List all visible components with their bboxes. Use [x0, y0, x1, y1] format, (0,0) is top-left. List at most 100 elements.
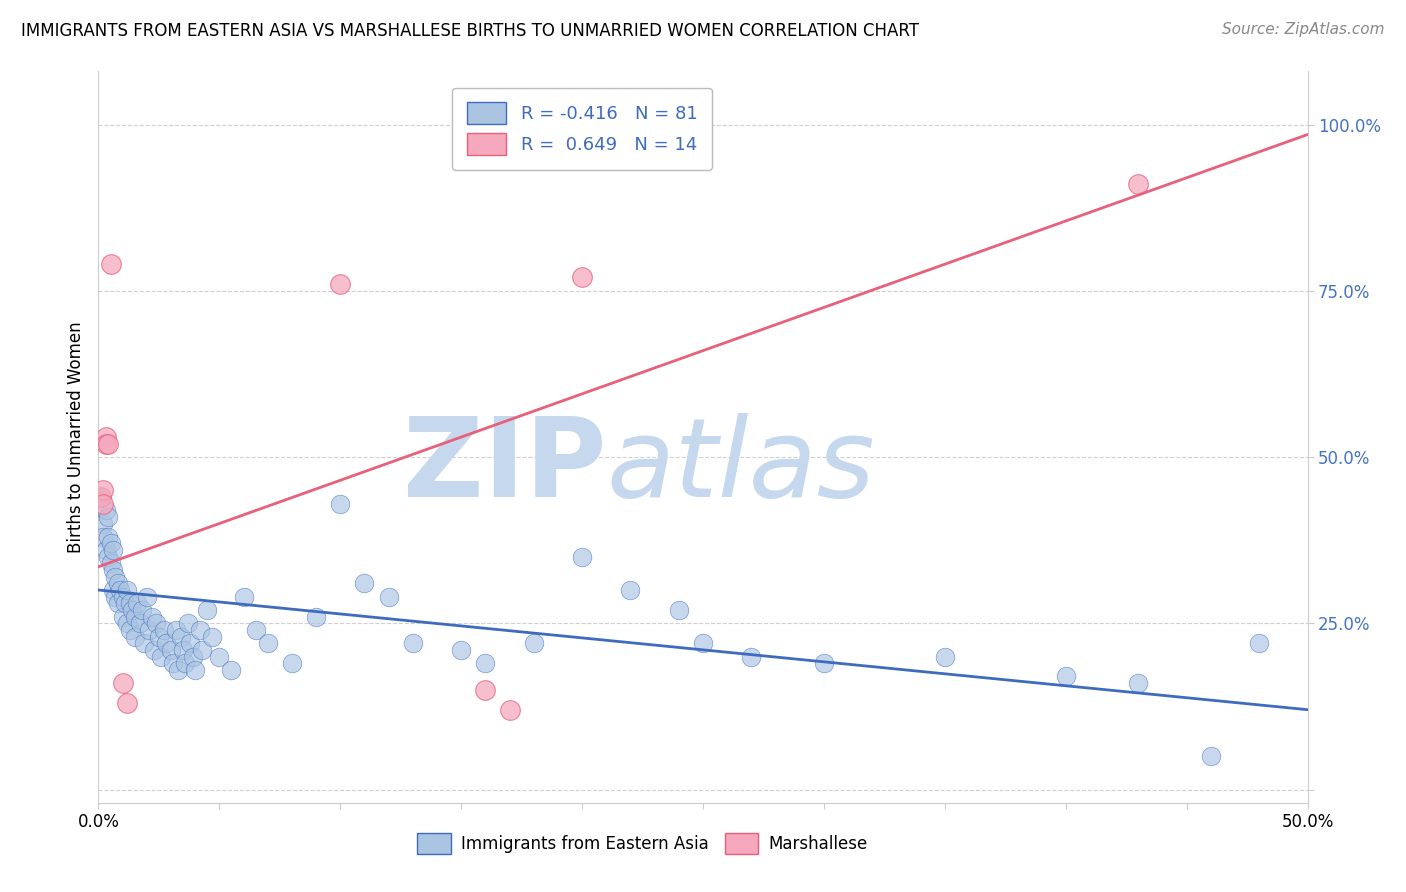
Point [813, 656, 835, 670]
Point [94, 543, 117, 558]
Point [402, 636, 425, 650]
Point [191, 643, 214, 657]
Point [111, 609, 134, 624]
Point [101, 563, 124, 577]
Point [740, 649, 762, 664]
Point [232, 590, 254, 604]
Point [124, 609, 146, 624]
Point [152, 623, 174, 637]
Text: atlas: atlas [606, 413, 875, 520]
Point [91, 530, 114, 544]
Point [668, 603, 690, 617]
Point [181, 649, 204, 664]
Point [523, 636, 546, 650]
Point [256, 636, 278, 650]
Point [162, 656, 184, 670]
Point [100, 257, 122, 271]
Y-axis label: Births to Unmarried Women: Births to Unmarried Women [66, 321, 84, 553]
Point [498, 703, 520, 717]
Point [1249, 636, 1271, 650]
Point [131, 603, 153, 617]
Point [148, 630, 170, 644]
Point [97, 549, 120, 564]
Point [177, 616, 200, 631]
Point [104, 570, 127, 584]
Point [100, 536, 122, 550]
Point [101, 543, 124, 558]
Point [135, 590, 157, 604]
Point [245, 623, 267, 637]
Point [1054, 669, 1077, 683]
Point [329, 497, 352, 511]
Point [195, 603, 218, 617]
Point [329, 277, 352, 292]
Legend: Immigrants from Eastern Asia, Marshallese: Immigrants from Eastern Asia, Marshalles… [411, 827, 875, 860]
Point [692, 636, 714, 650]
Point [143, 643, 166, 657]
Point [141, 609, 163, 624]
Point [169, 630, 191, 644]
Point [281, 656, 304, 670]
Point [474, 656, 496, 670]
Point [1128, 178, 1150, 192]
Point [97, 530, 120, 544]
Point [165, 623, 187, 637]
Point [94, 503, 117, 517]
Point [208, 649, 231, 664]
Point [167, 663, 190, 677]
Point [184, 663, 207, 677]
Point [117, 696, 139, 710]
Point [450, 643, 472, 657]
Point [117, 582, 139, 597]
Point [155, 636, 177, 650]
Point [174, 656, 197, 670]
Point [118, 623, 141, 637]
Point [111, 676, 134, 690]
Point [474, 682, 496, 697]
Point [134, 636, 156, 650]
Point [114, 596, 136, 610]
Point [1128, 676, 1150, 690]
Point [571, 549, 593, 564]
Point [100, 557, 122, 571]
Point [91, 516, 114, 531]
Point [305, 609, 328, 624]
Point [150, 649, 173, 664]
Point [377, 590, 399, 604]
Text: Source: ZipAtlas.com: Source: ZipAtlas.com [1222, 22, 1385, 37]
Point [101, 582, 124, 597]
Point [145, 616, 167, 631]
Point [124, 630, 146, 644]
Point [91, 483, 114, 498]
Point [90, 490, 112, 504]
Text: IMMIGRANTS FROM EASTERN ASIA VS MARSHALLESE BIRTHS TO UNMARRIED WOMEN CORRELATIO: IMMIGRANTS FROM EASTERN ASIA VS MARSHALL… [21, 22, 920, 40]
Point [172, 643, 194, 657]
Point [108, 582, 131, 597]
Point [97, 436, 120, 450]
Point [571, 270, 593, 285]
Point [104, 590, 127, 604]
Point [201, 630, 224, 644]
Point [934, 649, 956, 664]
Point [111, 590, 134, 604]
Point [138, 623, 160, 637]
Point [160, 643, 183, 657]
Point [1199, 749, 1222, 764]
Point [97, 509, 120, 524]
Point [94, 430, 117, 444]
Point [353, 576, 375, 591]
Point [107, 596, 129, 610]
Point [117, 616, 139, 631]
Point [127, 596, 149, 610]
Point [179, 636, 201, 650]
Point [188, 623, 211, 637]
Point [121, 603, 143, 617]
Point [221, 663, 243, 677]
Point [107, 576, 129, 591]
Text: ZIP: ZIP [404, 413, 606, 520]
Point [91, 497, 114, 511]
Point [619, 582, 641, 597]
Point [118, 596, 141, 610]
Point [128, 616, 150, 631]
Point [90, 490, 112, 504]
